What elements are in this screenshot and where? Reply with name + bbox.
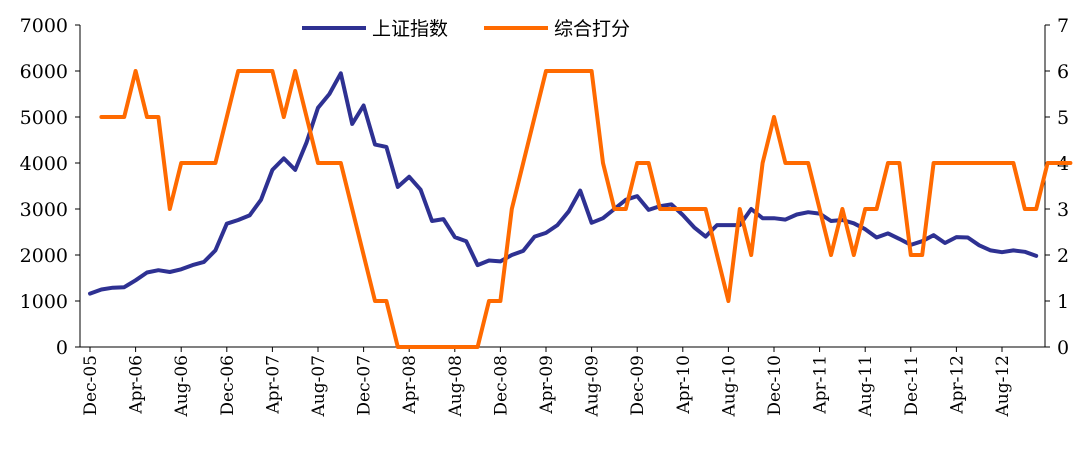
x-tick-label: Apr-09 bbox=[537, 355, 557, 415]
y-left-tick-label: 3000 bbox=[20, 199, 68, 221]
x-tick-label: Dec-07 bbox=[355, 355, 375, 416]
x-tick-label: Dec-06 bbox=[218, 355, 238, 416]
x-tick-label: Apr-07 bbox=[263, 355, 283, 415]
x-tick-label: Apr-06 bbox=[127, 355, 147, 415]
y-left-tick-label: 4000 bbox=[20, 153, 68, 175]
y-right-tick-label: 0 bbox=[1057, 337, 1069, 359]
x-tick-label: Aug-06 bbox=[172, 355, 192, 417]
y-right-tick-label: 5 bbox=[1057, 107, 1069, 129]
y-right-tick-label: 3 bbox=[1057, 199, 1069, 221]
x-tick-label: Dec-11 bbox=[902, 355, 922, 416]
x-tick-label: Aug-07 bbox=[309, 355, 329, 417]
series-lines bbox=[88, 69, 1073, 349]
x-tick-label: Apr-12 bbox=[947, 355, 967, 415]
y-right-tick-label: 1 bbox=[1057, 291, 1069, 313]
x-tick-label: Aug-12 bbox=[993, 355, 1013, 417]
legend-label-index: 上证指数 bbox=[372, 18, 448, 40]
y-left-tick-label: 0 bbox=[56, 337, 68, 359]
x-tick-label: Dec-10 bbox=[765, 355, 785, 416]
y-left-tick-label: 6000 bbox=[20, 61, 68, 83]
x-tick-label: Apr-11 bbox=[811, 355, 831, 415]
series-line-score bbox=[99, 69, 1073, 349]
x-tick-label: Aug-08 bbox=[446, 355, 466, 417]
x-tick-label: Apr-08 bbox=[400, 355, 420, 415]
y-right-tick-label: 7 bbox=[1057, 15, 1069, 37]
x-tick-label: Dec-05 bbox=[81, 355, 101, 416]
legend-label-score: 综合打分 bbox=[554, 18, 630, 40]
x-tick-label: Dec-09 bbox=[628, 355, 648, 416]
x-tick-label: Aug-09 bbox=[583, 355, 603, 417]
series-line-index bbox=[88, 71, 1039, 296]
legend: 上证指数 综合打分 bbox=[302, 18, 630, 40]
y-left-tick-label: 2000 bbox=[20, 245, 68, 267]
y-left-tick-label: 1000 bbox=[20, 291, 68, 313]
x-tick-label: Dec-08 bbox=[491, 355, 511, 416]
x-tick-label: Apr-10 bbox=[674, 355, 694, 415]
x-tick-label: Aug-10 bbox=[719, 355, 739, 417]
axes: 0100020003000400050006000700001234567Dec… bbox=[20, 15, 1069, 417]
x-tick-label: Aug-11 bbox=[856, 355, 876, 417]
y-right-tick-label: 2 bbox=[1057, 245, 1069, 267]
y-left-tick-label: 7000 bbox=[20, 15, 68, 37]
y-right-tick-label: 6 bbox=[1057, 61, 1069, 83]
y-left-tick-label: 5000 bbox=[20, 107, 68, 129]
